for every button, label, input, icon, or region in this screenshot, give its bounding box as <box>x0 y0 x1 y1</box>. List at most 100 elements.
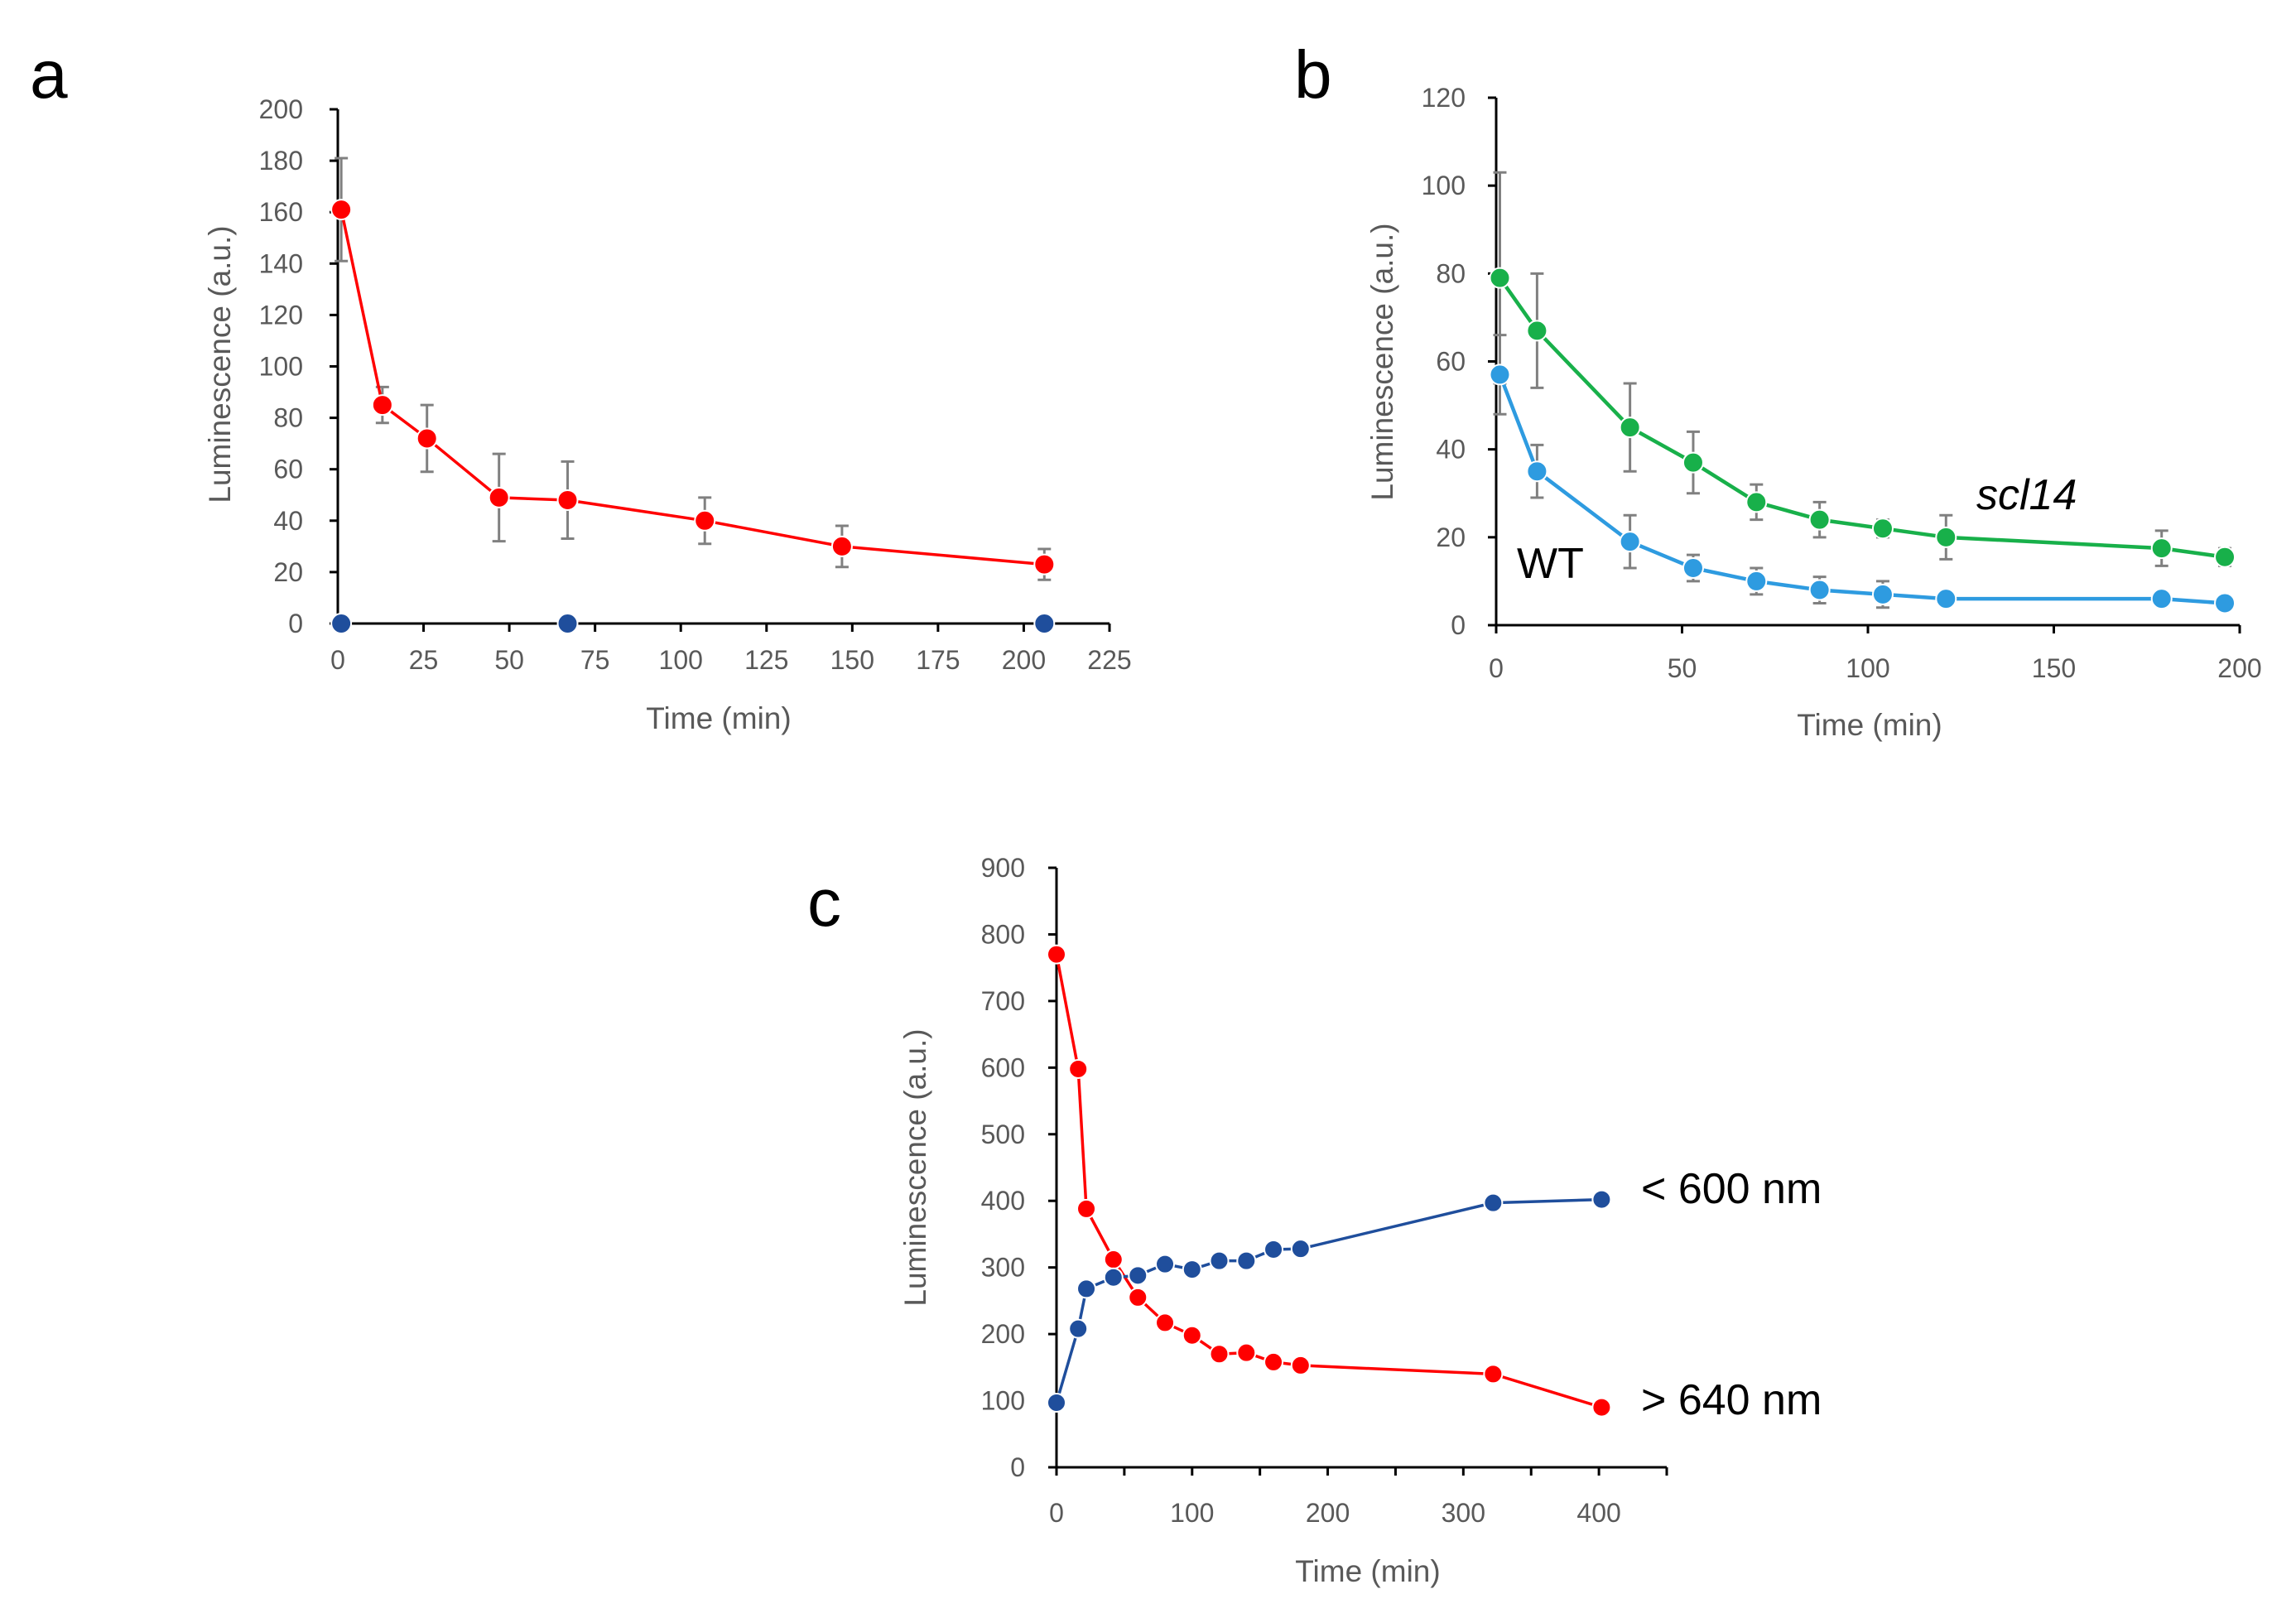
chart-c-series-1-point <box>1128 1265 1148 1286</box>
chart-b-series-0-point <box>1745 491 1768 513</box>
chart-c-y-tick-label: 500 <box>981 1120 1025 1149</box>
chart-c-x-tick-label: 400 <box>1576 1498 1620 1528</box>
chart-b-series-1-point <box>1489 364 1511 386</box>
chart-b-x-tick-label: 50 <box>1668 653 1697 683</box>
chart-a-x-tick-label: 0 <box>330 645 345 675</box>
chart-b-x-tick-label: 0 <box>1489 653 1504 683</box>
chart-c-series-0-line <box>1055 954 1602 1409</box>
chart-c-series-0-point <box>1591 1397 1612 1418</box>
chart-b-y-tick-label: 120 <box>1422 83 1466 113</box>
chart-a-series-0-point <box>488 486 510 508</box>
chart-c-series-1-point <box>1047 1392 1066 1413</box>
chart-b-series-1-point <box>1745 570 1768 592</box>
chart-b-series <box>1489 171 2236 614</box>
chart-b-series-1-point <box>1682 556 1704 579</box>
chart-a-series-0-point <box>330 199 353 221</box>
chart-b-annotation-scl14: scl14 <box>1976 471 2077 519</box>
chart-a-x-tick-label: 75 <box>580 645 610 675</box>
chart-b-series-0-point <box>1489 267 1511 289</box>
chart-a-series-1-point <box>1033 613 1056 634</box>
chart-b-x-tick-label: 100 <box>1846 653 1889 683</box>
chart-b-x-tick-label: 150 <box>2032 653 2076 683</box>
chart-a-series-0-point <box>1033 553 1056 575</box>
chart-c-series-0-point <box>1264 1351 1284 1372</box>
chart-a-series-1 <box>330 613 1056 634</box>
chart-b-series-1-point <box>1619 531 1641 553</box>
chart-c-y-tick-label: 300 <box>981 1253 1025 1283</box>
chart-c-series-0-point <box>1047 944 1066 965</box>
chart-b-y-tick-label: 0 <box>1451 610 1466 640</box>
chart-b-series-0 <box>1489 171 2236 568</box>
chart-c-series-0 <box>1047 944 1612 1418</box>
chart-c-series-1-point <box>1483 1192 1504 1213</box>
chart-a-x-tick-label: 200 <box>1002 645 1046 675</box>
chart-c-x-tick-label: 0 <box>1049 1498 1064 1528</box>
chart-c-series-1-point <box>1155 1254 1176 1274</box>
chart-c-series-0-point <box>1068 1058 1089 1079</box>
chart-c-series-0-point <box>1155 1312 1176 1333</box>
chart-a-y-tick-label: 140 <box>259 248 303 278</box>
chart-b-annotation-wt: WT <box>1517 540 1584 588</box>
chart-c-series-1-point <box>1076 1279 1097 1299</box>
chart-c-annotation-lt600: < 600 nm <box>1641 1165 1822 1213</box>
chart-a-series-1-point <box>556 613 579 634</box>
chart-b-y-axis-title: Luminescence (a.u.) <box>1365 223 1399 500</box>
chart-c-series-0-point <box>1076 1198 1097 1219</box>
chart-b-series-0-point <box>1935 526 1957 548</box>
chart-a-x-tick-label: 100 <box>659 645 703 675</box>
chart-a-x-tick-label: 125 <box>744 645 788 675</box>
chart-b-y-tick-label: 80 <box>1436 258 1466 288</box>
chart-c-series-1-point <box>1182 1259 1202 1280</box>
chart-a-y-tick-label: 100 <box>259 352 303 382</box>
chart-a-y-tick-label: 20 <box>273 557 303 587</box>
chart-b-series-1 <box>1489 334 2236 614</box>
chart-c-axes <box>1055 868 1667 1469</box>
chart-c-x-tick-label: 300 <box>1442 1498 1485 1528</box>
chart-a-y-tick-label: 60 <box>273 455 303 484</box>
chart-c-y-tick-label: 600 <box>981 1052 1025 1082</box>
chart-b-series-1-point <box>1808 579 1831 601</box>
chart-a-y-tick-label: 200 <box>259 94 303 124</box>
chart-c-series-1-point <box>1236 1250 1257 1271</box>
chart-c-series-1-point <box>1209 1250 1230 1271</box>
chart-b-series-1-point <box>1935 588 1957 610</box>
chart-b-series-1-point <box>2214 592 2236 614</box>
chart-b-y-tick-label: 40 <box>1436 435 1466 465</box>
chart-c-y-tick-label: 900 <box>981 853 1025 883</box>
chart-a-series-0 <box>330 157 1056 581</box>
chart-c-y-tick-label: 100 <box>981 1386 1025 1416</box>
chart-c-series-1-point <box>1591 1189 1612 1210</box>
chart-c-x-tick-label: 100 <box>1170 1498 1214 1528</box>
chart-a-x-axis-title: Time (min) <box>646 701 791 735</box>
chart-b-series-1-point <box>1526 460 1548 483</box>
chart-c-annotation-gt640: > 640 nm <box>1641 1376 1822 1424</box>
chart-a-series-0-point <box>556 489 579 511</box>
chart-a-axes <box>336 109 1109 625</box>
chart-b-series-1-point <box>1871 583 1894 605</box>
chart-a-y-tick-label: 40 <box>273 506 303 536</box>
chart-a-series <box>330 157 1056 634</box>
chart-a-series-0-line <box>339 209 1045 566</box>
chart-c: c 0 100 200 300 400 500 600 700 800 900 0 100 200 300… <box>807 853 1822 1588</box>
chart-a-y-tick-label: 0 <box>288 609 303 638</box>
chart-a-x-tick-label: 175 <box>916 645 960 675</box>
chart-b-series-0-point <box>1526 320 1548 342</box>
chart-c-series-0-point <box>1290 1355 1311 1375</box>
chart-a-y-axis-title: Luminescence (a.u.) <box>203 225 237 503</box>
chart-a-series-0-point <box>371 394 393 417</box>
chart-c-series-0-point <box>1103 1250 1124 1270</box>
chart-a-series-0-point <box>694 509 716 532</box>
chart-b-series-0-point <box>2150 537 2173 560</box>
chart-b: b 0 20 40 60 80 100 120 0 50 100 150 200 Time (min)… <box>1294 37 2262 742</box>
chart-a-series-1-point <box>330 613 353 634</box>
chart-a-x-tick-label: 150 <box>830 645 874 675</box>
chart-b-series-0-point <box>1619 417 1641 439</box>
chart-c-series-1-point <box>1264 1239 1284 1259</box>
chart-c-series-1-point <box>1103 1267 1124 1288</box>
panel-label-a: a <box>30 37 68 113</box>
chart-b-ticks: 0 20 40 60 80 100 120 0 50 100 150 200 <box>1422 83 2262 683</box>
chart-a-series-0-point <box>830 535 853 557</box>
chart-a-series-0-point <box>416 427 438 450</box>
chart-a-y-tick-label: 160 <box>259 197 303 227</box>
